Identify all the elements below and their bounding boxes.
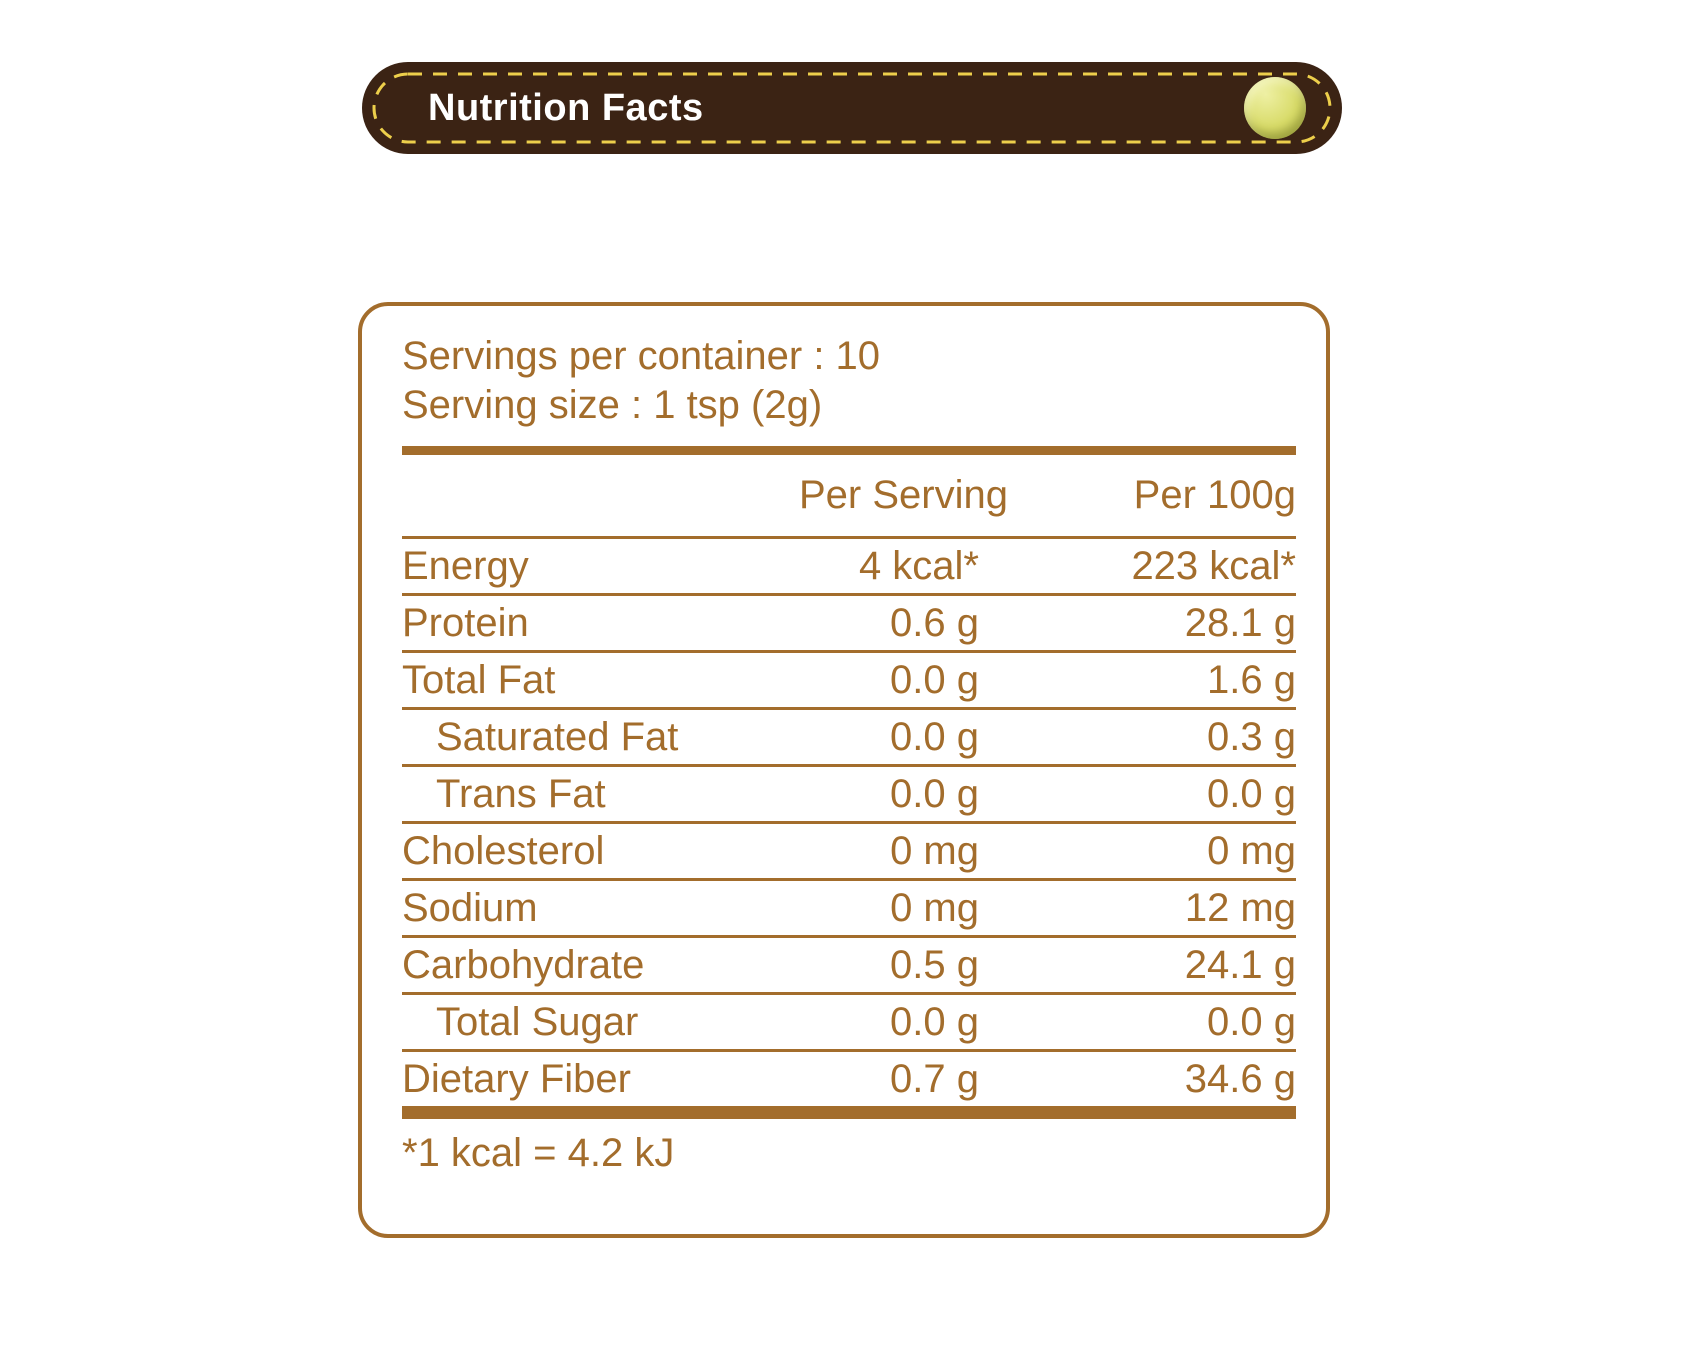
table-row: Saturated Fat 0.0 g 0.3 g bbox=[402, 710, 1296, 767]
row-label: Cholesterol bbox=[402, 828, 605, 873]
row-per-serving: 0.6 g bbox=[890, 600, 979, 645]
table-row: Carbohydrate 0.5 g 24.1 g bbox=[402, 938, 1296, 995]
nutrition-facts-card: Servings per container : 10 Serving size… bbox=[358, 302, 1330, 1238]
row-per-100g: 24.1 g bbox=[1184, 942, 1296, 987]
table-row: Total Sugar 0.0 g 0.0 g bbox=[402, 995, 1296, 1052]
row-label: Saturated Fat bbox=[436, 714, 679, 759]
row-per-100g: 0.0 g bbox=[1207, 999, 1296, 1044]
servings-per-container: Servings per container : 10 bbox=[402, 334, 881, 378]
row-per-100g: 0.3 g bbox=[1207, 714, 1296, 759]
row-per-serving: 0 mg bbox=[890, 828, 979, 873]
row-label: Total Sugar bbox=[436, 999, 639, 1044]
row-per-100g: 34.6 g bbox=[1184, 1056, 1296, 1101]
row-per-serving: 0.0 g bbox=[890, 714, 979, 759]
table-row: Dietary Fiber 0.7 g 34.6 g bbox=[402, 1052, 1296, 1106]
row-per-serving: 0 mg bbox=[890, 885, 979, 930]
button-snap-icon bbox=[1244, 77, 1306, 139]
row-per-100g: 28.1 g bbox=[1184, 600, 1296, 645]
row-per-serving: 0.0 g bbox=[890, 657, 979, 702]
page-title: Nutrition Facts bbox=[428, 86, 704, 129]
row-per-100g: 12 mg bbox=[1184, 885, 1296, 930]
header-per-serving: Per Serving bbox=[799, 473, 1008, 517]
kcal-footnote: *1 kcal = 4.2 kJ bbox=[402, 1131, 675, 1175]
row-per-serving: 4 kcal* bbox=[858, 543, 979, 588]
table-row: Trans Fat 0.0 g 0.0 g bbox=[402, 767, 1296, 824]
table-row: Energy 4 kcal* 223 kcal* bbox=[402, 539, 1296, 596]
row-per-100g: 1.6 g bbox=[1207, 657, 1296, 702]
table-row: Cholesterol 0 mg 0 mg bbox=[402, 824, 1296, 881]
separator-bar-top bbox=[402, 446, 1296, 455]
row-label: Sodium bbox=[402, 885, 538, 930]
row-label: Energy bbox=[402, 543, 529, 588]
row-label: Protein bbox=[402, 600, 529, 645]
row-per-100g: 0 mg bbox=[1207, 828, 1296, 873]
row-label: Dietary Fiber bbox=[402, 1056, 631, 1101]
row-per-serving: 0.0 g bbox=[890, 771, 979, 816]
table-row: Sodium 0 mg 12 mg bbox=[402, 881, 1296, 938]
row-label: Carbohydrate bbox=[402, 942, 645, 987]
table-row: Protein 0.6 g 28.1 g bbox=[402, 596, 1296, 653]
nutrition-facts-banner: Nutrition Facts bbox=[362, 62, 1342, 154]
row-per-serving: 0.0 g bbox=[890, 999, 979, 1044]
serving-size: Serving size : 1 tsp (2g) bbox=[402, 383, 823, 427]
row-label: Total Fat bbox=[402, 657, 556, 702]
row-per-100g: 0.0 g bbox=[1207, 771, 1296, 816]
table-row: Total Fat 0.0 g 1.6 g bbox=[402, 653, 1296, 710]
header-per-100g: Per 100g bbox=[1133, 473, 1296, 517]
row-label: Trans Fat bbox=[436, 771, 606, 816]
row-per-serving: 0.7 g bbox=[890, 1056, 979, 1101]
row-per-serving: 0.5 g bbox=[890, 942, 979, 987]
row-per-100g: 223 kcal* bbox=[1131, 543, 1296, 588]
separator-bar-bottom bbox=[402, 1106, 1296, 1119]
table-header-row: Per Serving Per 100g bbox=[402, 455, 1296, 539]
nutrient-table: Energy 4 kcal* 223 kcal* Protein 0.6 g 28.1 g… bbox=[402, 539, 1296, 1106]
